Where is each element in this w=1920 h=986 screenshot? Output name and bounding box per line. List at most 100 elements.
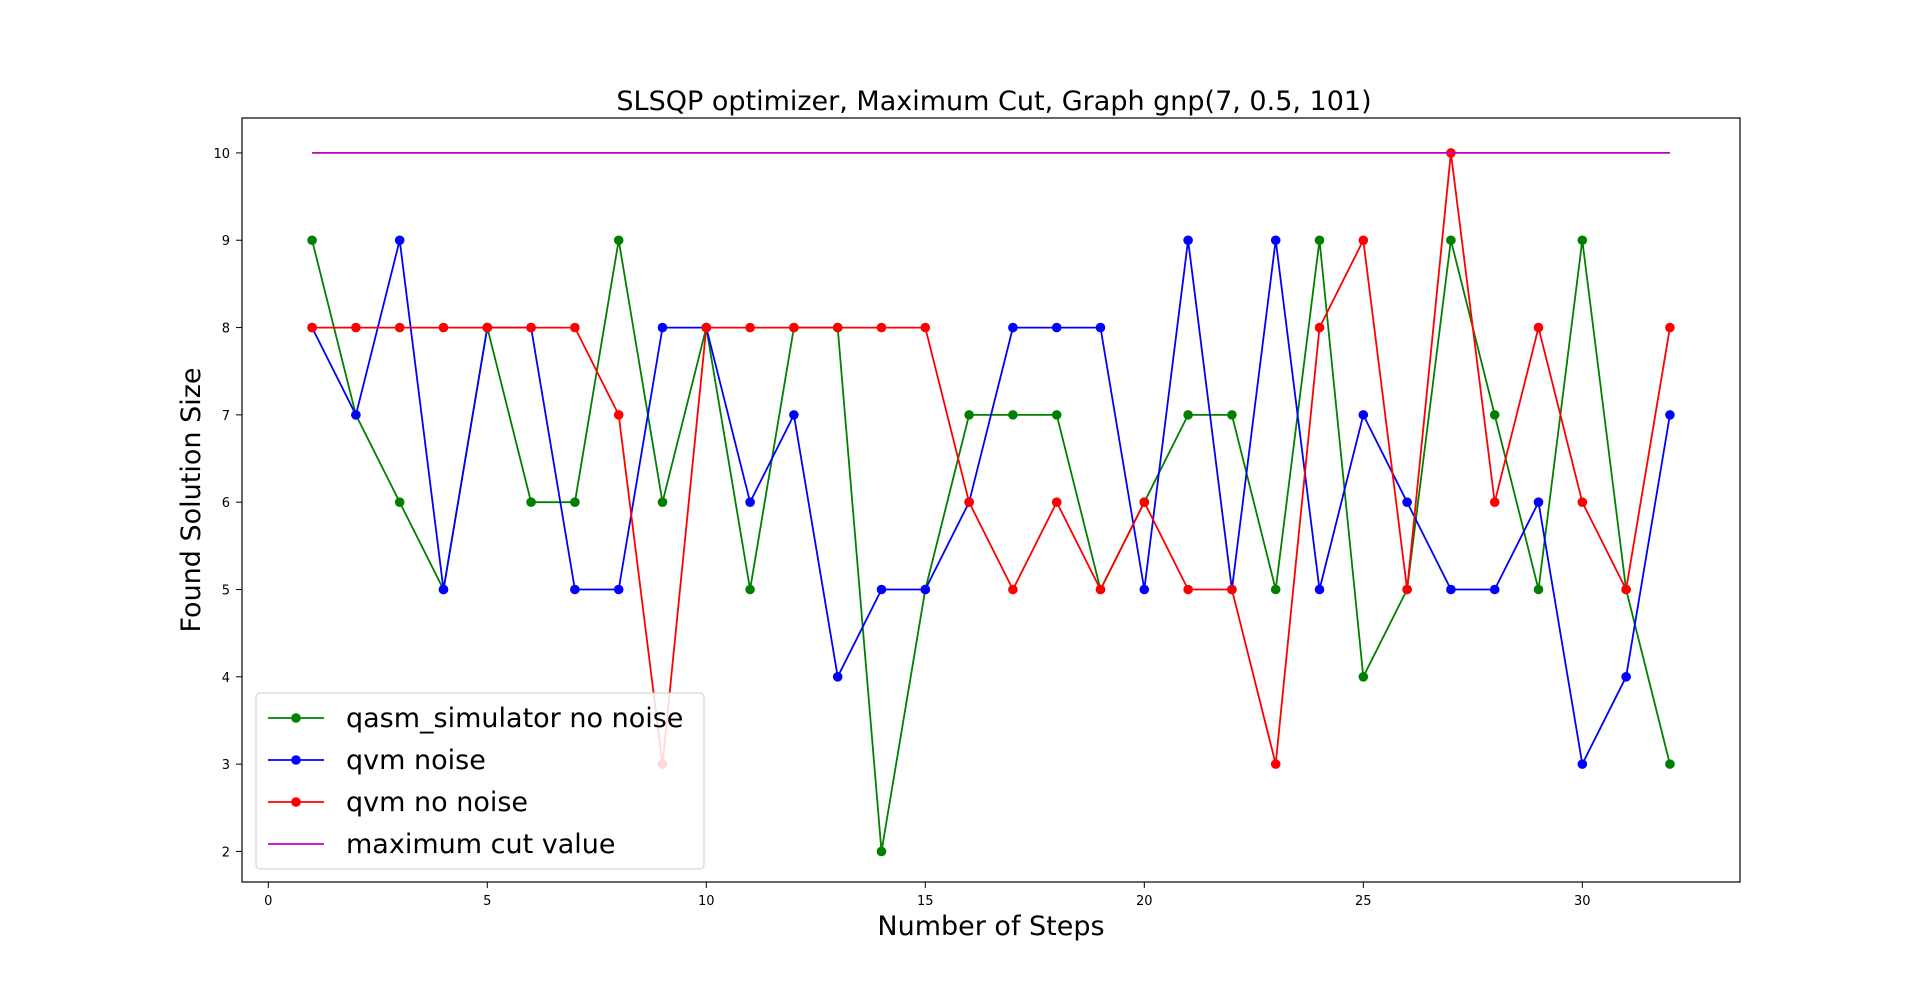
data-point — [789, 322, 799, 333]
data-point — [613, 410, 624, 420]
data-point — [1577, 497, 1588, 507]
legend-swatch-marker — [291, 755, 301, 765]
data-point — [745, 497, 755, 507]
data-point — [657, 497, 668, 507]
data-point — [1227, 410, 1237, 420]
data-point — [876, 584, 887, 595]
data-point — [307, 235, 317, 246]
data-point — [745, 322, 755, 333]
y-tick-label: 8 — [222, 322, 230, 337]
data-point — [920, 322, 931, 333]
data-point — [351, 322, 361, 333]
data-point — [1446, 235, 1456, 246]
data-point — [1577, 759, 1588, 769]
data-point — [964, 410, 974, 420]
data-point — [394, 235, 405, 246]
series-layer — [307, 148, 1675, 857]
data-point — [832, 672, 843, 682]
data-point — [1577, 235, 1588, 246]
data-point — [1402, 497, 1412, 507]
legend-item: maximum cut value — [268, 829, 616, 860]
y-axis: 2 3 4 5 6 7 8 9 10 — [213, 147, 242, 860]
data-point — [789, 410, 799, 420]
data-point — [1183, 584, 1193, 595]
y-tick-label: 2 — [222, 845, 230, 860]
data-point — [876, 846, 887, 857]
data-point — [920, 584, 931, 595]
data-point — [394, 497, 405, 507]
data-point — [1533, 322, 1544, 333]
x-tick-label: 25 — [1355, 894, 1372, 909]
y-tick-label: 9 — [222, 234, 230, 249]
legend-item: qvm noise — [268, 745, 486, 776]
x-axis-label: Number of Steps — [877, 911, 1104, 942]
data-point — [1008, 410, 1018, 420]
data-point — [657, 322, 668, 333]
legend-item: qasm_simulator no noise — [268, 703, 683, 734]
y-tick-label: 6 — [222, 496, 230, 511]
x-axis: 0 5 10 15 20 25 30 — [264, 882, 1591, 909]
x-tick-label: 0 — [264, 894, 272, 909]
legend-swatch-marker — [291, 713, 301, 723]
data-point — [394, 322, 405, 333]
data-point — [1051, 497, 1062, 507]
data-point — [701, 322, 712, 333]
data-point — [1489, 584, 1500, 595]
chart-title: SLSQP optimizer, Maximum Cut, Graph gnp(… — [616, 86, 1371, 117]
data-point — [438, 322, 449, 333]
data-point — [1665, 759, 1675, 769]
data-point — [526, 497, 536, 507]
data-point — [745, 584, 755, 595]
data-point — [1533, 584, 1544, 595]
legend-frame — [255, 692, 705, 870]
legend-label: qvm no noise — [346, 787, 528, 818]
legend-label: qasm_simulator no noise — [346, 703, 683, 734]
data-point — [1139, 497, 1150, 507]
data-point — [1533, 497, 1544, 507]
legend: qasm_simulator no noise qvm noise qvm no n… — [255, 692, 705, 870]
x-tick-label: 15 — [917, 894, 934, 909]
data-point — [1008, 322, 1018, 333]
data-point — [1183, 410, 1193, 420]
data-point — [438, 584, 449, 595]
legend-swatch-marker — [291, 797, 301, 807]
data-point — [1139, 584, 1150, 595]
data-point — [1270, 235, 1281, 246]
data-point — [1008, 584, 1018, 595]
data-point — [1270, 584, 1281, 595]
data-point — [1358, 672, 1369, 682]
data-point — [1446, 584, 1456, 595]
data-point — [526, 322, 536, 333]
data-point — [613, 235, 624, 246]
x-tick-label: 10 — [698, 894, 715, 909]
data-point — [482, 322, 493, 333]
data-point — [1314, 322, 1325, 333]
data-point — [570, 322, 580, 333]
data-point — [1314, 235, 1325, 246]
data-point — [1665, 410, 1675, 420]
series-line — [312, 152, 1671, 765]
legend-item: qvm no noise — [268, 787, 528, 818]
y-axis-label: Found Solution Size — [176, 367, 207, 632]
data-point — [832, 322, 843, 333]
data-point — [351, 410, 361, 420]
data-point — [1621, 584, 1631, 595]
y-tick-label: 3 — [222, 758, 230, 773]
data-point — [964, 497, 974, 507]
data-point — [1227, 584, 1237, 595]
data-point — [1402, 584, 1412, 595]
legend-label: qvm noise — [346, 745, 486, 776]
y-tick-label: 4 — [222, 671, 230, 686]
y-tick-label: 7 — [222, 409, 230, 424]
data-point — [1621, 672, 1631, 682]
data-point — [1051, 410, 1062, 420]
series-line — [311, 239, 1671, 767]
data-point — [570, 584, 580, 595]
data-point — [1270, 759, 1281, 769]
data-point — [307, 322, 317, 333]
data-point — [1358, 235, 1369, 246]
x-tick-label: 20 — [1136, 894, 1153, 909]
x-tick-label: 30 — [1574, 894, 1591, 909]
data-point — [1095, 322, 1106, 333]
